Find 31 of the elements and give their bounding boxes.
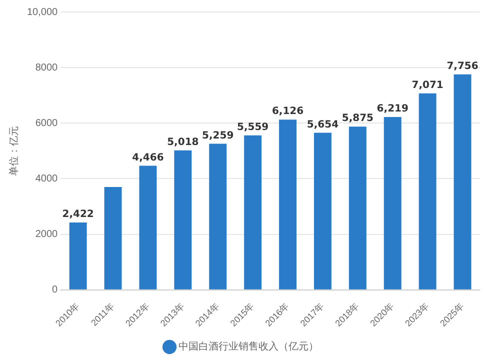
data-label: 2,422: [62, 209, 94, 220]
y-tick-label: 6000: [35, 118, 58, 129]
data-label: 5,559: [236, 122, 269, 133]
bar: [384, 117, 402, 290]
bar: [104, 187, 122, 290]
bar: [418, 93, 436, 290]
bar: [454, 74, 472, 290]
bar: [279, 120, 297, 290]
bar: [348, 126, 366, 290]
data-label: 7,071: [412, 80, 444, 91]
data-label: 6,219: [376, 104, 408, 115]
legend-label: 中国白酒行业销售收入（亿元）: [178, 340, 318, 353]
bar: [244, 135, 262, 290]
data-label: 6,126: [272, 106, 304, 118]
y-tick-label: 2000: [35, 229, 58, 240]
bar: [209, 144, 227, 290]
y-tick-label: 4000: [35, 173, 58, 184]
y-tick-label: 8000: [35, 62, 58, 74]
y-axis-title: 单位：亿元: [8, 126, 20, 176]
data-label: 5,654: [306, 119, 339, 130]
data-label: 5,018: [167, 137, 199, 148]
bar: [69, 222, 87, 290]
data-label: 5,259: [202, 130, 234, 142]
bar: [314, 132, 332, 290]
y-tick-label: 0: [52, 284, 58, 296]
data-label: 4,466: [132, 152, 164, 164]
bar: [174, 150, 192, 290]
y-tick-label: 10,000: [26, 6, 58, 18]
bar: [139, 166, 157, 290]
data-label: 7,756: [446, 60, 478, 72]
data-label: 5,875: [342, 113, 374, 124]
